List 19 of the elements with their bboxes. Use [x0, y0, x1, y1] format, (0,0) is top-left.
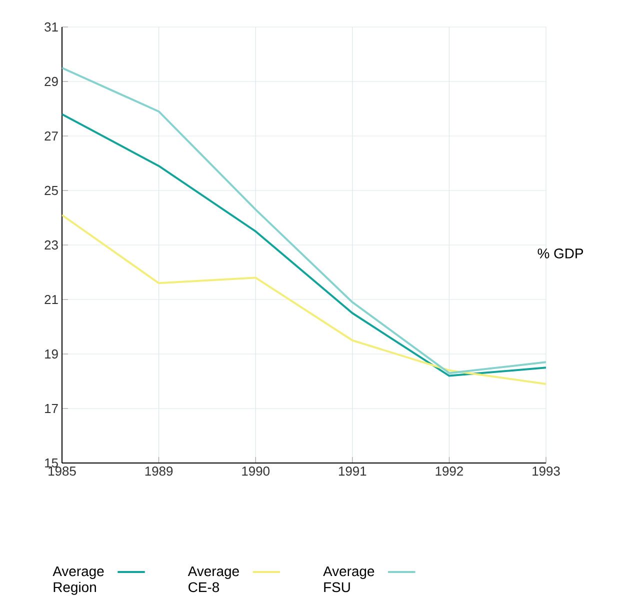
y-tick-label: 21 [44, 294, 58, 304]
x-tick-label: 1990 [242, 466, 270, 476]
x-tick-label: 1985 [48, 466, 76, 476]
y-tick-label: 19 [45, 349, 58, 359]
y-tick-label: 27 [44, 131, 58, 141]
y-tick-label: 17 [45, 404, 58, 413]
x-tick-label: 1993 [532, 466, 560, 476]
x-tick-label: 1989 [145, 466, 173, 476]
y-tick-label: 31 [44, 22, 58, 32]
y-tick-label: 15 [45, 458, 58, 468]
x-tick-label: 1992 [436, 466, 463, 476]
y-tick-label: 25 [44, 186, 58, 196]
y-tick-label: 23 [44, 240, 58, 250]
x-tick-label: 1991 [338, 466, 366, 476]
y-tick-label: 29 [44, 76, 58, 86]
legend-label: Average Region [52, 566, 104, 595]
y-axis-title: % GDP [538, 248, 584, 258]
legend-label: Average CE-8 [188, 566, 239, 592]
legend-label: Average FSU [323, 566, 374, 592]
